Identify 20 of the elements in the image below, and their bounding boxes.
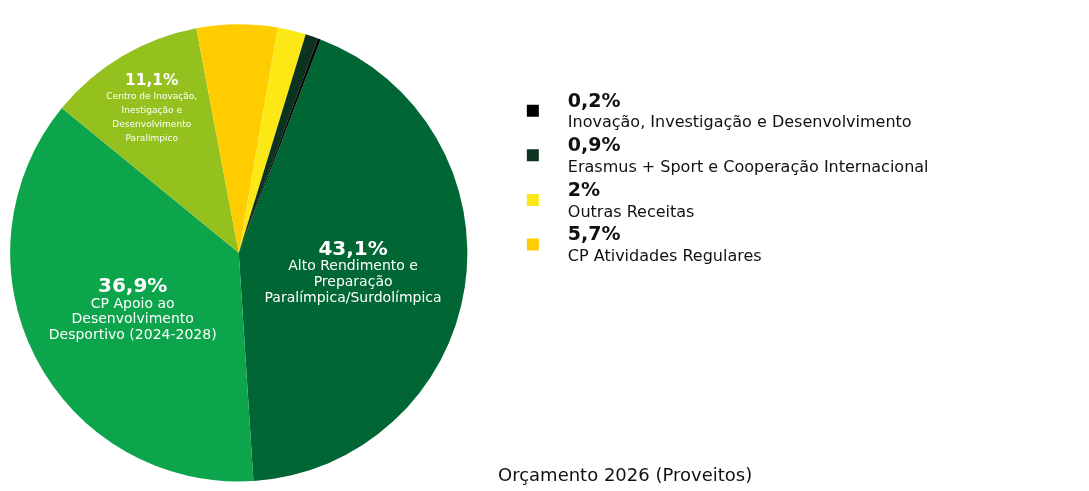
legend-label: Erasmus + Sport e Cooperação Internacional	[567, 157, 929, 177]
data-label: 43,1%	[318, 235, 388, 260]
slice-label: Alto Rendimento e Preparação Paralímpica/Surdolímpica	[264, 257, 442, 305]
data-label: 0,9%	[567, 133, 621, 156]
slice-label: CP Apoio ao Desenvolvimento Desportivo (2024-2028)	[48, 294, 217, 342]
data-label: 36,9%	[98, 272, 168, 297]
data-label: 11,1%	[125, 70, 179, 89]
legend-label: Inovação, Investigação e Desenvolvimento	[567, 112, 912, 132]
data-label: 2%	[567, 177, 601, 200]
legend-label: CP Atividades Regulares	[567, 246, 762, 266]
pie-slice	[61, 28, 239, 253]
data-label: 0,2%	[567, 88, 621, 111]
legend-label: Outras Receitas	[567, 201, 695, 221]
pie-slice	[10, 108, 254, 481]
data-label: 5,7%	[567, 222, 621, 245]
text: Orçamento 2026 (Proveitos)	[498, 464, 753, 485]
slice-label: Centro de Inovação, Inestigação e Desenvolvimento Paralímpico	[106, 90, 198, 143]
pie-slice	[196, 24, 278, 253]
pie-slice	[238, 27, 306, 253]
pie-slice	[238, 39, 468, 481]
